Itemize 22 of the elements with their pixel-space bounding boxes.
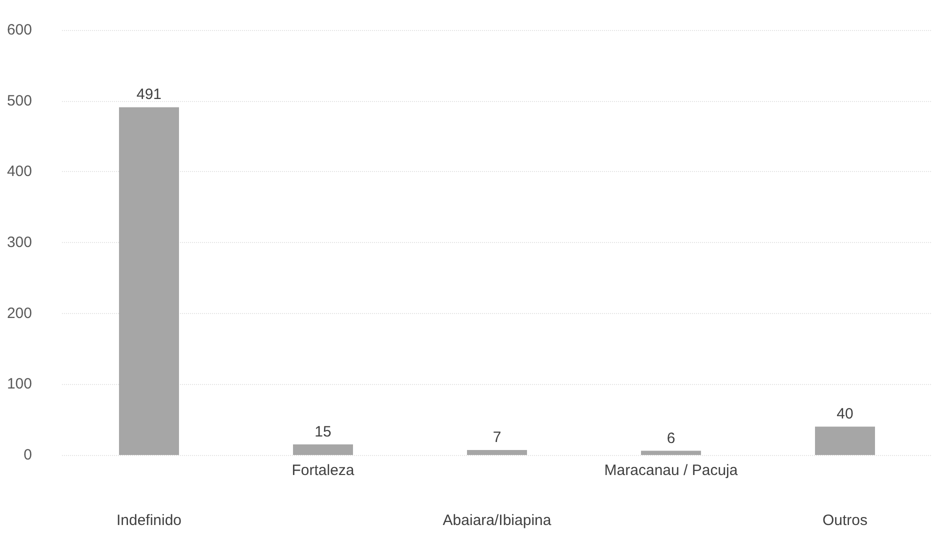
bar — [467, 450, 527, 455]
x-tick-label: Fortaleza — [292, 462, 355, 479]
y-tick-label: 100 — [6, 376, 32, 393]
data-label: 6 — [666, 430, 676, 447]
data-label: 491 — [136, 86, 162, 104]
x-tick-label: Indefinido — [116, 512, 182, 529]
x-tick-label: Outros — [822, 512, 868, 529]
y-tick-label: 500 — [6, 92, 32, 110]
bar — [815, 426, 875, 455]
y-tick-label: 0 — [24, 446, 32, 464]
bar — [293, 444, 353, 455]
y-tick-label: 300 — [6, 234, 32, 251]
x-tick-label: Abaiara/Ibiapina — [442, 512, 552, 529]
data-label: 15 — [314, 423, 332, 440]
bar — [119, 107, 179, 455]
bar — [641, 450, 701, 455]
y-tick-label: 400 — [6, 163, 32, 180]
y-tick-label: 600 — [6, 22, 32, 38]
data-label: 40 — [836, 406, 854, 423]
y-tick-label: 200 — [6, 304, 32, 322]
data-label: 7 — [492, 429, 502, 446]
x-tick-label: Maracanau / Pacuja — [604, 462, 738, 479]
